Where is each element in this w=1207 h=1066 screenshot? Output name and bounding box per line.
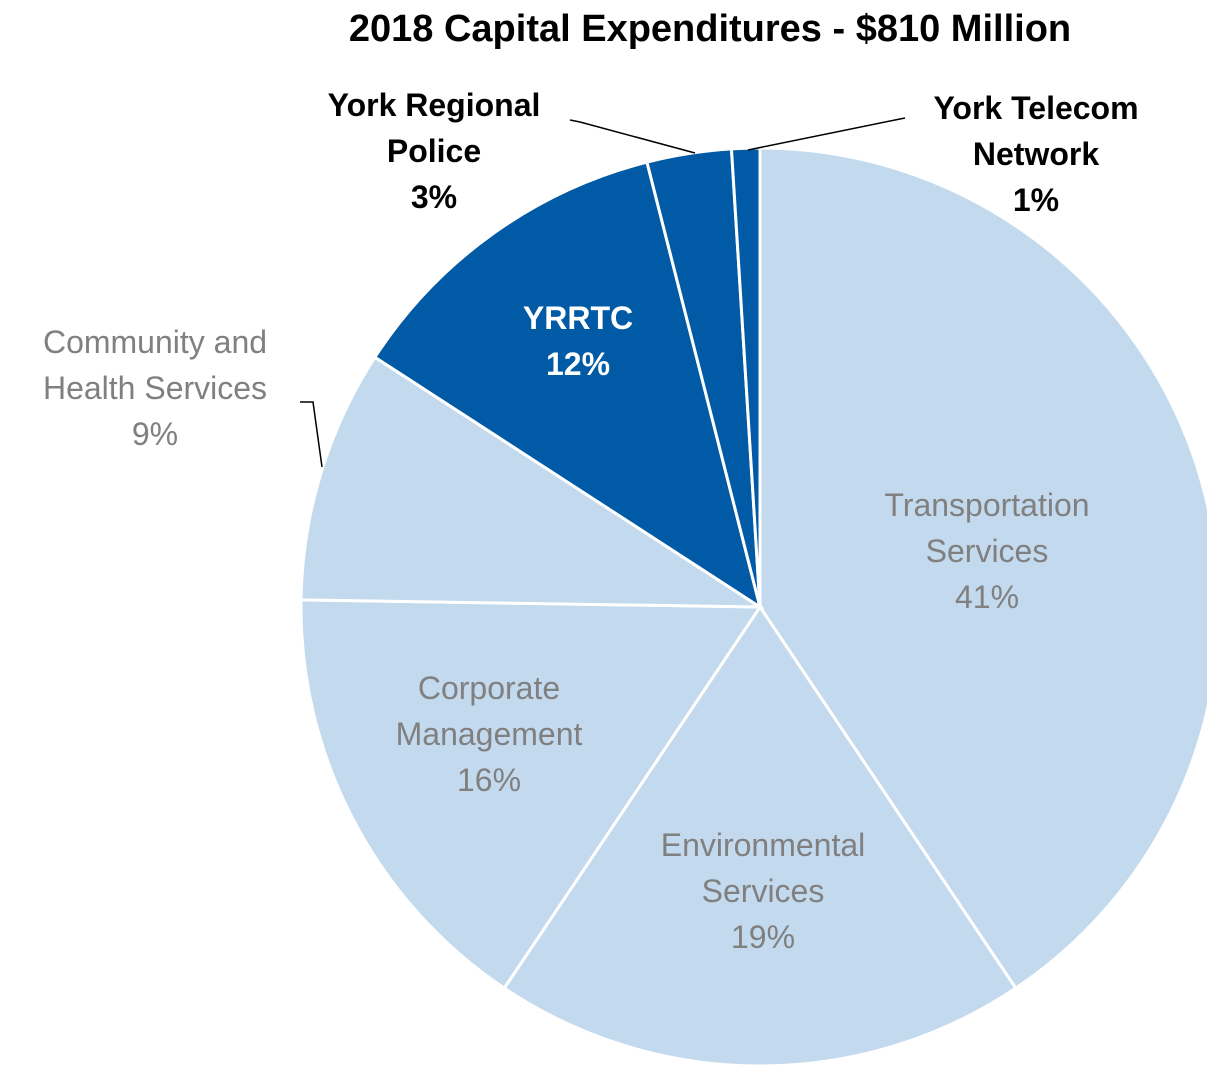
leader-line	[747, 117, 906, 151]
slice-label: Community and Health Services 9%	[5, 319, 305, 457]
category-label: Corporate Management	[395, 670, 583, 752]
value-label: 16%	[456, 762, 522, 798]
slice-label: Corporate Management 16%	[364, 665, 614, 803]
value-label: 12%	[545, 346, 611, 382]
pie-slice	[299, 355, 766, 609]
category-label: York Telecom Network	[933, 90, 1139, 172]
pie-slice	[758, 146, 1207, 991]
category-label: Environmental Services	[660, 827, 866, 909]
slice-label: Environmental Services 19%	[628, 822, 898, 960]
slice-label: YRRTC 12%	[498, 295, 658, 387]
value-label: 41%	[954, 579, 1020, 615]
value-label: 1%	[1012, 182, 1060, 218]
category-label: York Regional Police	[327, 87, 541, 169]
leader-line	[569, 119, 696, 154]
category-label: Transportation Services	[884, 487, 1090, 569]
pie-slice	[299, 598, 763, 991]
slice-label: York Telecom Network 1%	[901, 85, 1171, 223]
slice-label: York Regional Police 3%	[294, 82, 574, 220]
category-label: YRRTC	[522, 300, 634, 336]
slice-label: Transportation Services 41%	[852, 482, 1122, 620]
value-label: 9%	[131, 416, 179, 452]
leader-line	[300, 401, 323, 468]
value-label: 3%	[410, 179, 458, 215]
category-label: Community and Health Services	[42, 324, 268, 406]
pie-slice	[372, 160, 763, 611]
value-label: 19%	[730, 919, 796, 955]
chart-title: 2018 Capital Expenditures - $810 Million	[348, 8, 1072, 50]
